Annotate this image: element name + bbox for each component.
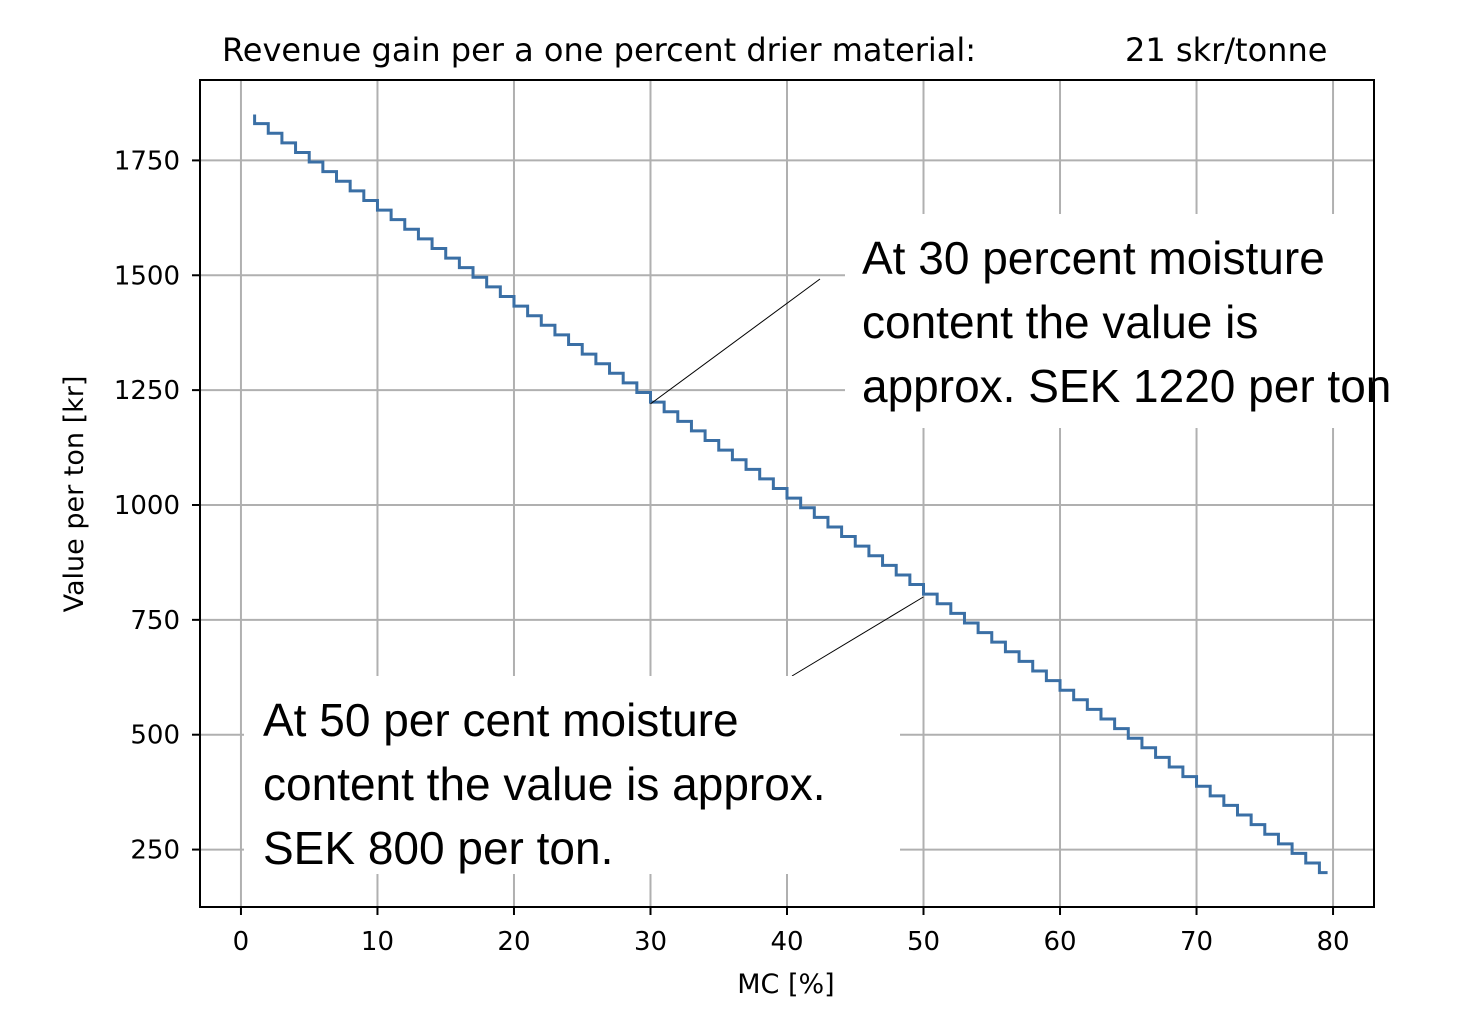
- annotation-text-line: At 50 per cent moisture: [263, 694, 739, 746]
- x-tick-label: 80: [1316, 927, 1349, 957]
- y-axis-label: Value per ton [kr]: [59, 376, 90, 613]
- y-tick-label: 250: [130, 836, 180, 866]
- x-tick-label: 40: [770, 927, 803, 957]
- chart-title: Revenue gain per a one percent drier mat…: [222, 31, 976, 69]
- annotations: At 30 percent moisture content the value …: [244, 214, 1391, 874]
- x-tick-label: 20: [497, 927, 530, 957]
- annotation-text-line: content the value is approx.: [263, 758, 826, 810]
- x-tick-label: 70: [1180, 927, 1213, 957]
- annotation-box: [244, 676, 900, 874]
- y-tick-label: 1500: [114, 261, 180, 291]
- y-tick-label: 1750: [114, 146, 180, 176]
- plot-frame: [199, 79, 1375, 908]
- y-tick-label: 1000: [114, 491, 180, 521]
- x-tick-label: 60: [1043, 927, 1076, 957]
- x-tick-label: 50: [907, 927, 940, 957]
- annotation-text-line: SEK 800 per ton.: [263, 822, 613, 874]
- annotation-text-line: At 30 percent moisture: [862, 232, 1325, 284]
- annotation-text-line: approx. SEK 1220 per ton: [862, 360, 1391, 412]
- annotation-leader-line: [650, 278, 821, 405]
- annotation-2: At 50 per cent moisture content the value…: [244, 596, 924, 874]
- annotation-leader-line: [791, 596, 924, 677]
- x-tick-label: 0: [233, 927, 250, 957]
- series-line: [253, 114, 1328, 875]
- y-tick-label: 750: [130, 606, 180, 636]
- y-tick-label: 1250: [114, 376, 180, 406]
- x-tick-label: 10: [361, 927, 394, 957]
- axis-ticks: 0 10 20 30 40 50 60 70 80 250 500 750 1000 1250 1500 17…: [114, 146, 1350, 957]
- y-tick-label: 500: [130, 721, 180, 751]
- annotation-box: [845, 214, 1375, 428]
- annotation-1: At 30 percent moisture content the value …: [650, 214, 1391, 428]
- x-tick-label: 30: [634, 927, 667, 957]
- chart-title-value: 21 skr/tonne: [1125, 31, 1327, 69]
- annotation-text-line: content the value is: [862, 296, 1258, 348]
- x-axis-label: MC [%]: [737, 969, 834, 1000]
